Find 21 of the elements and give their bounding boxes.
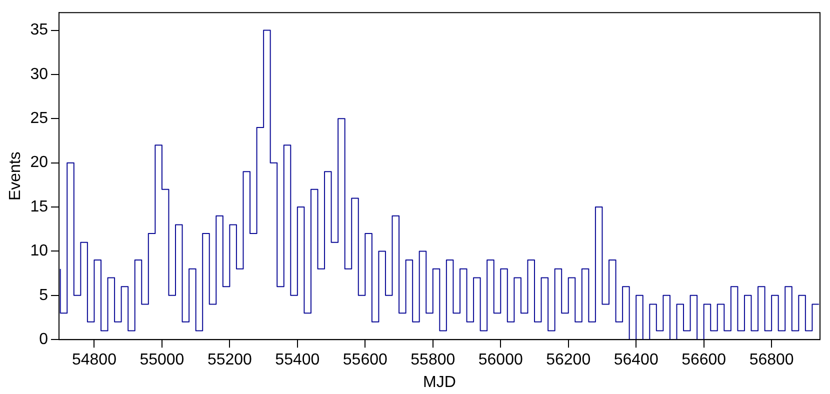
x-axis-title: MJD: [423, 374, 456, 391]
y-tick-label: 20: [30, 154, 48, 172]
y-tick-label: 15: [30, 198, 48, 216]
y-tick-label: 30: [30, 66, 48, 83]
x-tick-label: 55600: [342, 352, 388, 369]
x-tick-label: 55000: [140, 352, 184, 369]
y-axis-title: Events: [7, 152, 24, 201]
x-tick-label: 55800: [410, 352, 456, 369]
y-tick-label: 25: [30, 110, 48, 128]
x-tick-label: 56800: [749, 352, 794, 369]
x-tick-label: 56400: [614, 352, 658, 369]
y-tick-label: 10: [30, 242, 48, 260]
x-tick-label: 55200: [207, 352, 252, 369]
x-tick-label: 56600: [682, 352, 726, 369]
x-tick-label: 56200: [546, 352, 591, 369]
y-tick-label: 35: [30, 22, 48, 39]
y-tick-label: 0: [39, 331, 48, 348]
x-tick-label: 56000: [478, 352, 523, 369]
x-tick-label: 55400: [275, 352, 320, 369]
x-tick-label: 54800: [72, 352, 117, 369]
y-tick-label: 5: [39, 286, 48, 304]
